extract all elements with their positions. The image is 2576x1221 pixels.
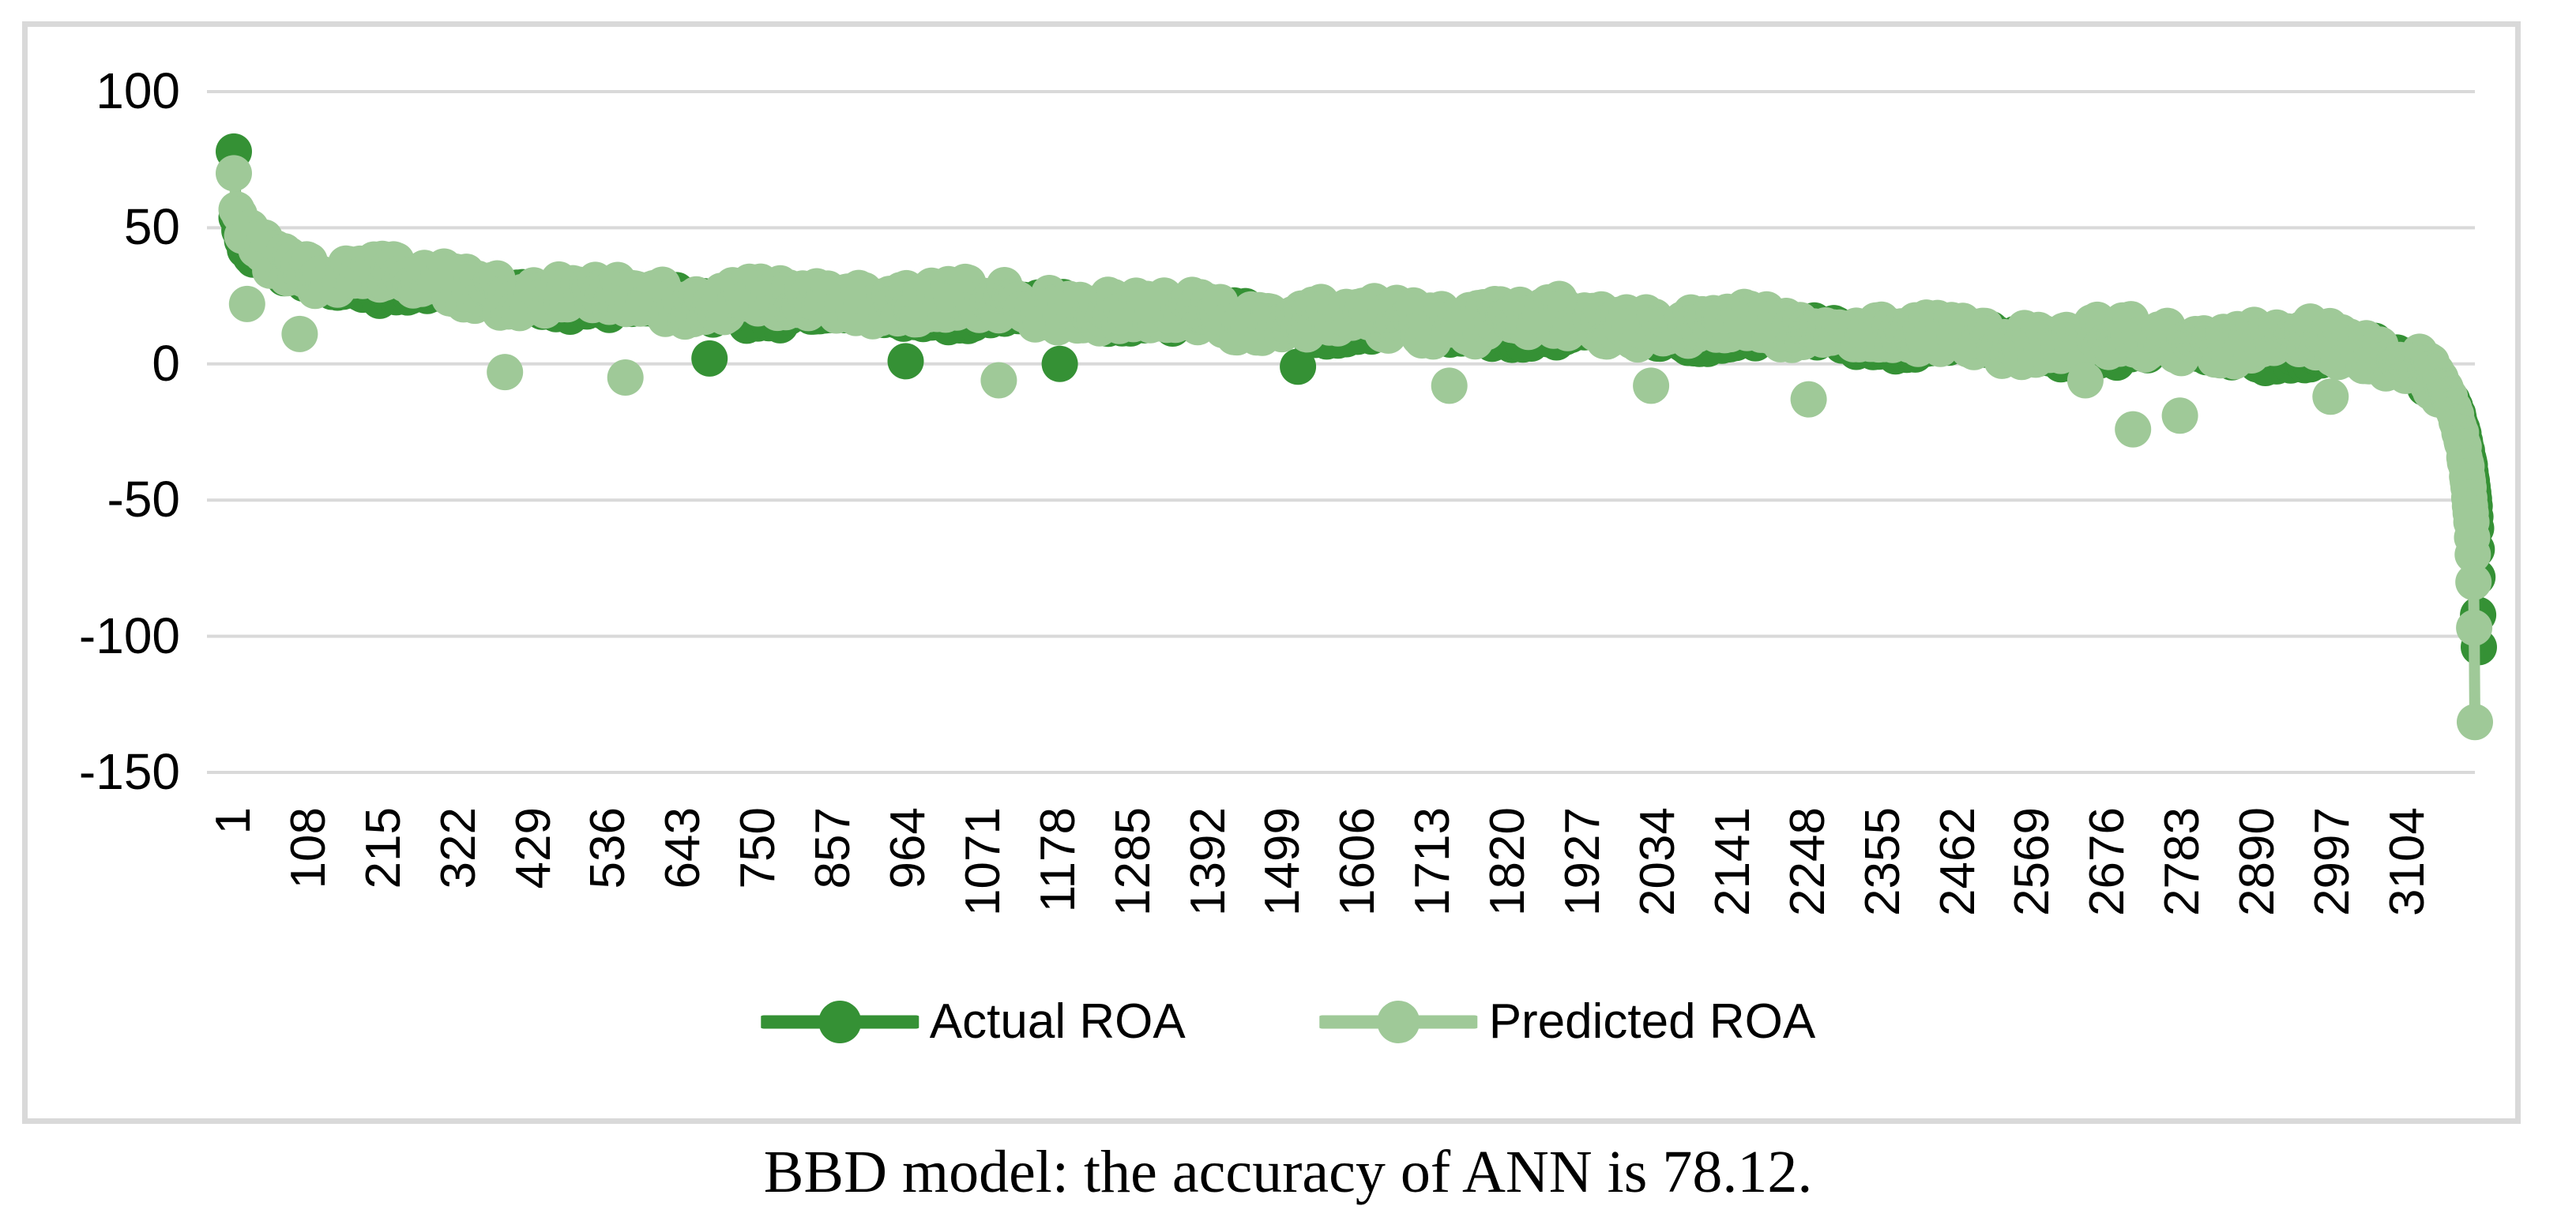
- x-tick-label-2034: 2034: [1630, 807, 1685, 916]
- outlier-point-marker: [2066, 362, 2104, 399]
- outlier-point-marker: [1280, 348, 1317, 385]
- x-tick-label-2141: 2141: [1705, 807, 1760, 916]
- x-tick-label-1071: 1071: [955, 807, 1010, 916]
- x-tick-label-215: 215: [355, 807, 411, 889]
- x-tick-label-2462: 2462: [1930, 807, 1985, 916]
- series-line: [228, 167, 2480, 728]
- outlier-point-marker: [980, 362, 1017, 399]
- series-actual-roa: [216, 133, 2497, 666]
- outlier-point-marker: [1431, 367, 1468, 404]
- data-point-marker: [2455, 564, 2492, 601]
- x-tick-label-1713: 1713: [1405, 807, 1461, 916]
- legend-label-actual-roa: Actual ROA: [929, 994, 1186, 1049]
- data-point-marker: [2457, 704, 2493, 741]
- series-line: [228, 145, 2484, 653]
- actual-series-marker-icon: [760, 1001, 919, 1043]
- outlier-point-marker: [2312, 378, 2349, 415]
- x-tick-label-1499: 1499: [1255, 807, 1311, 916]
- x-tick-label-1820: 1820: [1480, 807, 1536, 916]
- outlier-point-marker: [1041, 345, 1078, 382]
- outlier-point-marker: [2161, 397, 2198, 434]
- outlier-point-marker: [487, 354, 524, 391]
- outlier-point-marker: [281, 315, 318, 352]
- y-tick-label--150: -150: [78, 743, 180, 800]
- predicted-series-marker-icon: [1319, 1001, 1478, 1043]
- x-tick-label-2569: 2569: [2005, 807, 2060, 916]
- x-tick-label-2676: 2676: [2080, 807, 2135, 916]
- y-tick-label-100: 100: [96, 62, 180, 119]
- x-tick-label-1392: 1392: [1180, 807, 1235, 916]
- x-tick-label-429: 429: [506, 807, 561, 889]
- outlier-point-marker: [228, 285, 265, 322]
- outlier-point-marker: [691, 340, 728, 377]
- series-predicted-roa: [216, 155, 2493, 741]
- x-tick-label-964: 964: [881, 807, 936, 889]
- x-tick-label-322: 322: [431, 807, 486, 889]
- chart-legend: Actual ROA Predicted ROA: [760, 994, 1816, 1049]
- outlier-point-marker: [1633, 367, 1670, 404]
- legend-item-actual-roa: Actual ROA: [760, 994, 1186, 1049]
- x-tick-label-2783: 2783: [2155, 807, 2210, 916]
- data-point-marker: [2456, 609, 2493, 646]
- x-tick-label-2355: 2355: [1855, 807, 1910, 916]
- y-tick-label--100: -100: [78, 607, 180, 664]
- outlier-point-marker: [1790, 381, 1827, 418]
- x-tick-label-1: 1: [206, 807, 261, 835]
- x-tick-label-2890: 2890: [2230, 807, 2285, 916]
- x-tick-label-536: 536: [581, 807, 636, 889]
- x-tick-label-2248: 2248: [1780, 807, 1835, 916]
- x-tick-label-1927: 1927: [1555, 807, 1611, 916]
- x-tick-label-1285: 1285: [1105, 807, 1160, 916]
- x-tick-label-108: 108: [280, 807, 336, 889]
- x-tick-label-3104: 3104: [2379, 807, 2435, 916]
- y-tick-label-0: 0: [152, 334, 180, 392]
- x-tick-label-1178: 1178: [1030, 807, 1085, 913]
- x-tick-label-1606: 1606: [1330, 807, 1386, 916]
- y-tick-label-50: 50: [123, 198, 180, 256]
- x-tick-label-857: 857: [806, 807, 861, 889]
- x-tick-label-643: 643: [656, 807, 711, 889]
- legend-label-predicted-roa: Predicted ROA: [1488, 994, 1816, 1049]
- y-tick-label--50: -50: [107, 471, 181, 528]
- data-point-marker: [216, 155, 252, 192]
- outlier-point-marker: [2115, 411, 2152, 448]
- x-tick-label-750: 750: [731, 807, 786, 889]
- legend-item-predicted-roa: Predicted ROA: [1319, 994, 1816, 1049]
- data-point-marker: [2454, 536, 2491, 573]
- x-tick-label-2997: 2997: [2304, 807, 2360, 916]
- outlier-point-marker: [607, 359, 644, 396]
- outlier-point-marker: [887, 343, 924, 380]
- figure-caption: BBD model: the accuracy of ANN is 78.12.: [763, 1139, 1813, 1205]
- chart-frame: [22, 21, 2521, 1124]
